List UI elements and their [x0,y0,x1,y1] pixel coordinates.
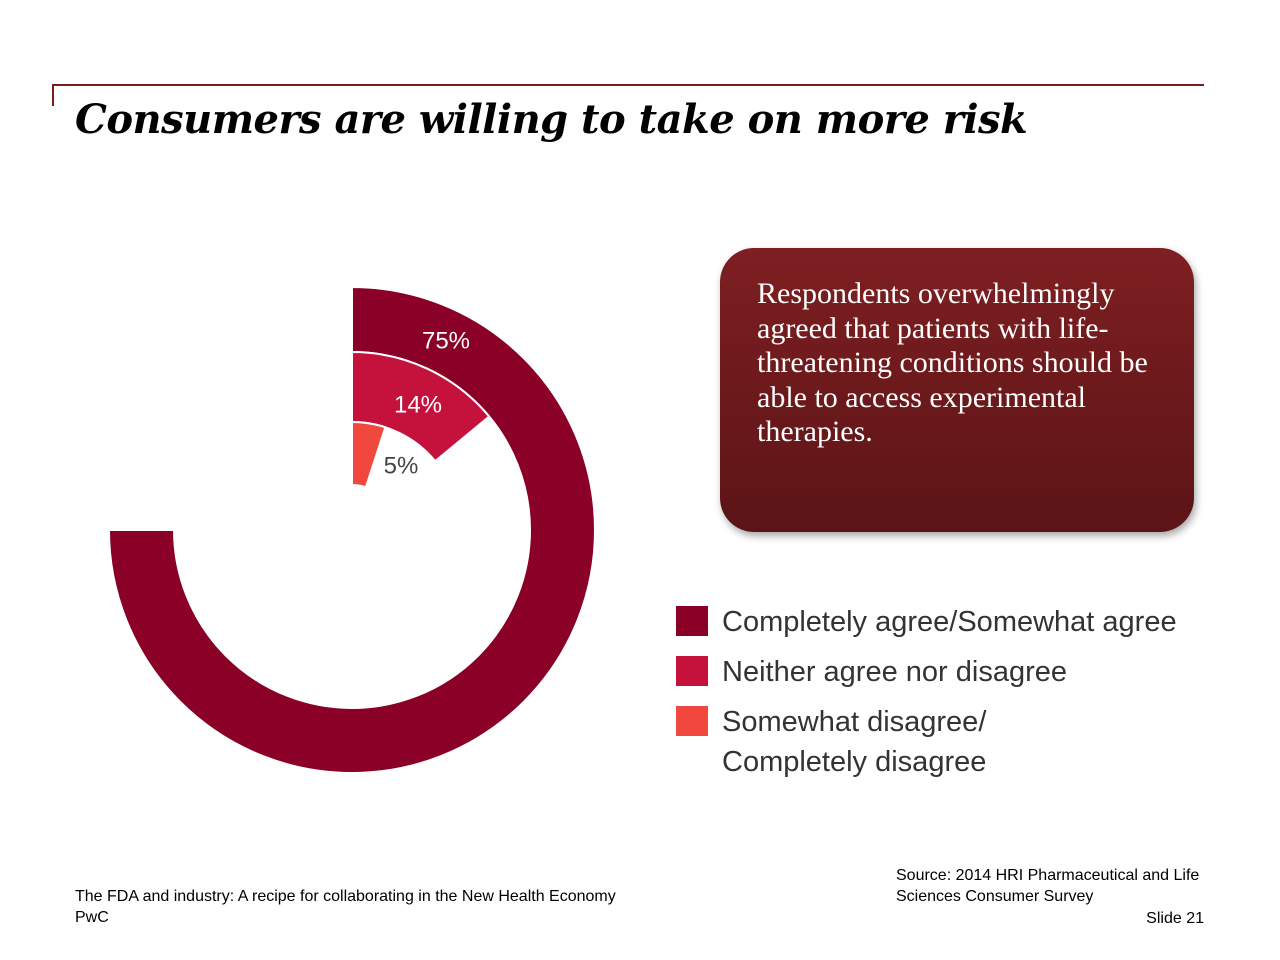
legend-label-agree: Completely agree/Somewhat agree [722,606,1177,638]
bar-agree [107,285,596,774]
bar-disagree [351,420,387,489]
legend-label-neutral: Neither agree nor disagree [722,656,1067,688]
footer-caption: The FDA and industry: A recipe for colla… [75,886,616,928]
title-rule-tick [52,84,54,106]
value-label-neutral: 14% [394,391,442,418]
legend-item-neutral: Neither agree nor disagree [676,652,1177,692]
callout-box: Respondents overwhelmingly agreed that p… [720,248,1194,532]
legend-swatch-agree [676,606,708,636]
radial-bar-chart: 75% 14% 5% [107,285,596,774]
source-note: Source: 2014 HRI Pharmaceutical and Life… [896,867,1200,905]
legend-label-disagree: Somewhat disagree/ Completely disagree [722,706,987,778]
callout-text: Respondents overwhelmingly agreed that p… [757,277,1148,448]
footer-publication: The FDA and industry: A recipe for colla… [75,888,616,905]
value-label-agree: 75% [422,327,470,354]
value-label-disagree: 5% [384,452,419,479]
footer-brand: PwC [75,909,109,926]
legend-swatch-disagree [676,706,708,736]
legend-item-disagree: Somewhat disagree/ Completely disagree [676,702,1177,782]
legend-swatch-neutral [676,656,708,686]
chart-legend: Completely agree/Somewhat agree Neither … [676,602,1177,792]
slide-number: Slide 21 [1146,910,1204,927]
page-title: Consumers are willing to take on more ri… [75,96,1028,143]
legend-item-agree: Completely agree/Somewhat agree [676,602,1177,642]
title-rule [52,84,1204,86]
